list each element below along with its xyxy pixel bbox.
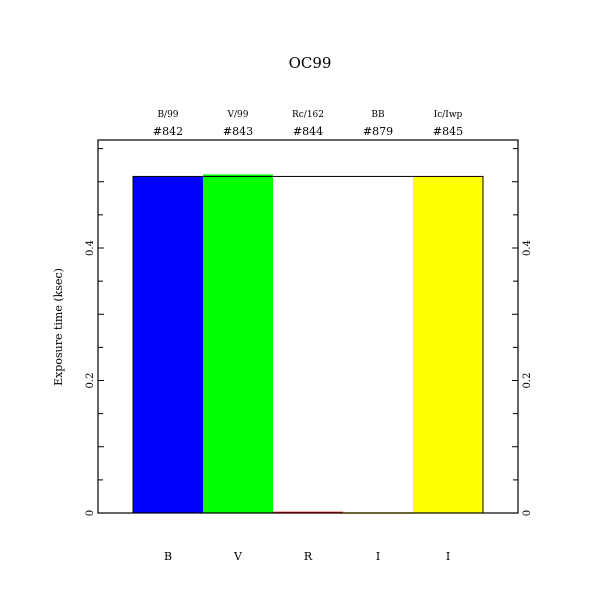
y-tick-label: 0 (85, 510, 96, 516)
run-id: #844 (293, 125, 323, 138)
top-label: Ic/Iwp (434, 110, 463, 120)
top-label: V/99 (227, 110, 249, 120)
run-id: #845 (433, 125, 463, 138)
bar-b (133, 176, 203, 513)
bar-v (203, 174, 273, 513)
top-label: Rc/162 (292, 110, 324, 120)
y-tick-label: 0.4 (85, 240, 96, 256)
run-id: #843 (223, 125, 253, 138)
top-label: BB (371, 110, 385, 120)
run-id: #879 (363, 125, 393, 138)
bar-i (413, 176, 483, 513)
x-tick-label: B (164, 550, 172, 563)
y-axis-label: Exposure time (ksec) (52, 268, 65, 386)
y-tick-label: 0.2 (85, 373, 96, 389)
x-tick-label: I (446, 550, 450, 563)
x-tick-label: I (376, 550, 380, 563)
y-tick-label-right: 0.2 (522, 373, 533, 389)
y-tick-label-right: 0.4 (522, 240, 533, 256)
x-tick-label: R (304, 550, 313, 563)
x-tick-label: V (233, 550, 243, 563)
run-id: #842 (153, 125, 183, 138)
top-label: B/99 (157, 110, 178, 120)
y-tick-label-right: 0 (522, 510, 533, 516)
plot-frame (97, 139, 519, 514)
chart-title: OC99 (289, 54, 332, 72)
